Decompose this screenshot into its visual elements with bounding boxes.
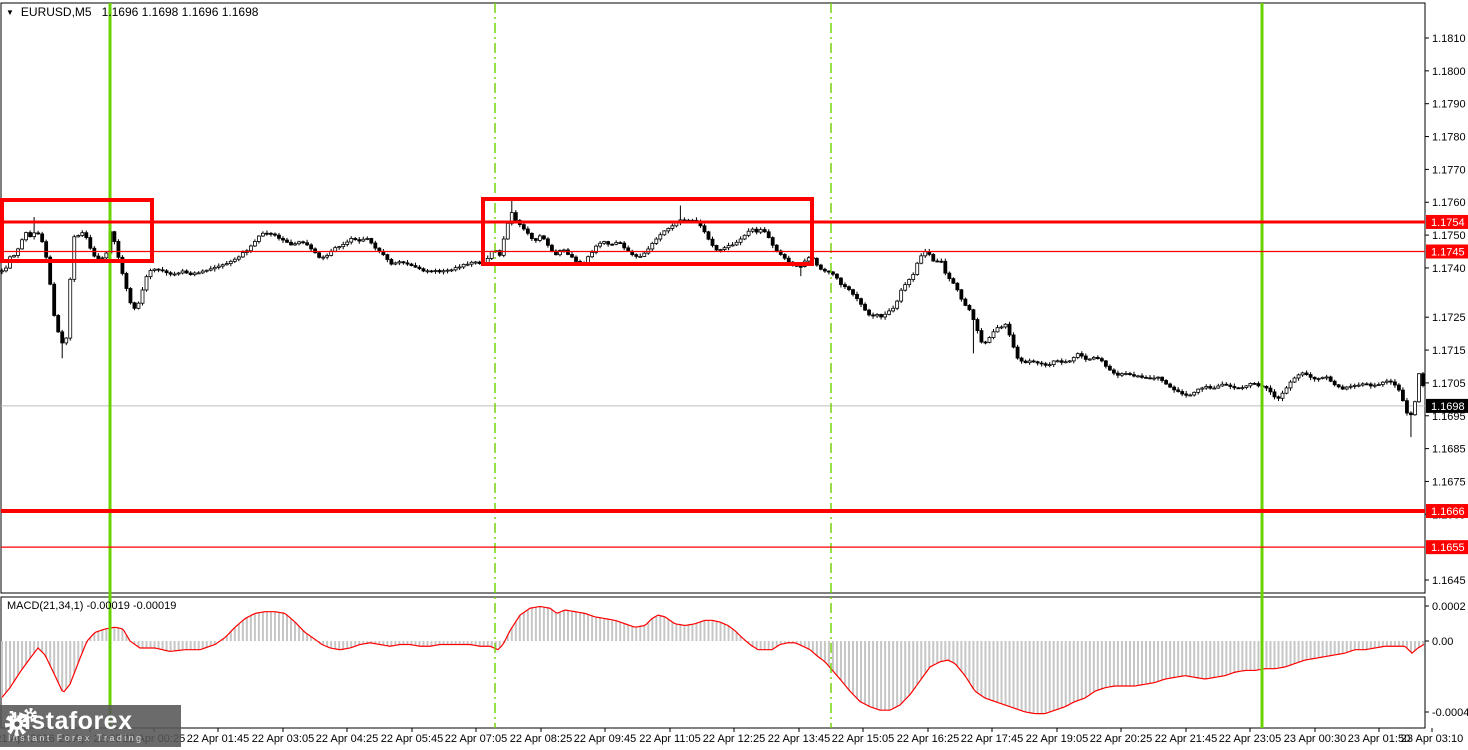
highlight-rectangle[interactable]	[481, 197, 814, 266]
price-axis-label: 1.1685	[1432, 444, 1466, 456]
chart-title: ▼ EURUSD,M5 1.1696 1.1698 1.1696 1.1698	[6, 5, 258, 19]
instaforex-gear-icon	[5, 708, 37, 736]
price-axis-label: 1.1645	[1432, 575, 1466, 587]
time-axis-label: 22 Apr 08:25	[510, 733, 572, 745]
time-axis-label: 22 Apr 09:45	[574, 733, 636, 745]
price-axis-label: 1.1750	[1432, 230, 1466, 242]
price-axis-label: 1.1790	[1432, 99, 1466, 111]
macd-axis-label: -0.00041	[1432, 707, 1468, 719]
current-price-badge-text: 1.1698	[1431, 401, 1465, 413]
price-axis-label: 1.1740	[1432, 263, 1466, 275]
price-axis-label: 1.1800	[1432, 66, 1466, 78]
time-axis-label: 22 Apr 15:05	[832, 733, 894, 745]
watermark-tagline: Instant Forex Trading	[8, 733, 144, 743]
macd-indicator-label: MACD(21,34,1) -0.00019 -0.00019	[7, 600, 177, 612]
price-axis-label: 1.1725	[1432, 312, 1466, 324]
time-axis-label: 22 Apr 13:45	[768, 733, 830, 745]
price-axis-label: 1.1770	[1432, 164, 1466, 176]
candlesticks[interactable]	[0, 197, 1425, 438]
consolidation-rectangles	[0, 197, 814, 266]
price-axis-label: 1.1760	[1432, 197, 1466, 209]
price-axis-label: 1.1810	[1432, 33, 1466, 45]
time-axis-label: 22 Apr 19:05	[1026, 733, 1088, 745]
time-axis-label: 22 Apr 05:45	[381, 733, 443, 745]
price-level-badge	[1426, 214, 1468, 229]
time-axis-label: 22 Apr 21:45	[1155, 733, 1217, 745]
price-axis-label: 1.1705	[1432, 378, 1466, 390]
time-axis-label: 22 Apr 17:45	[961, 733, 1023, 745]
price-axis[interactable]: 1.1810 1.1800 1.1790 1.1780 1.1770 1.1760 1.17…	[1425, 33, 1468, 587]
time-axis-label: 23 Apr 03:10	[1401, 733, 1463, 745]
macd-line	[1, 605, 1425, 715]
price-level-badge-text: 1.1655	[1431, 542, 1465, 554]
price-level-badge	[1426, 244, 1468, 259]
price-level-badge-text: 1.1754	[1431, 217, 1465, 229]
price-level-badge-text: 1.1666	[1431, 506, 1465, 518]
macd-histogram	[1, 606, 1424, 714]
time-axis-label: 22 Apr 04:25	[316, 733, 378, 745]
macd-axis-label: 0.00	[1432, 636, 1453, 648]
price-axis-label: 1.1780	[1432, 132, 1466, 144]
symbol-timeframe-label: EURUSD,M5	[20, 5, 92, 19]
price-level-badge	[1426, 504, 1468, 519]
macd-axis[interactable]: 0.0002 0.00 -0.00041	[1425, 601, 1468, 719]
price-level-badge	[1426, 540, 1468, 555]
time-axis-label: 22 Apr 07:05	[445, 733, 507, 745]
price-axis-label: 1.1695	[1432, 411, 1466, 423]
time-axis-label: 23 Apr 01:50	[1348, 733, 1410, 745]
ohlc-values: 1.1696 1.1698 1.1696 1.1698	[101, 5, 259, 19]
price-axis-label: 1.1675	[1432, 476, 1466, 488]
vertical-green-lines	[108, 3, 1264, 728]
dropdown-triangle-icon: ▼	[6, 7, 14, 17]
support-resistance-lines	[1, 220, 1425, 548]
macd-axis-label: 0.0002	[1432, 601, 1466, 613]
time-axis-label: 22 Apr 20:25	[1090, 733, 1152, 745]
price-level-badge-text: 1.1745	[1431, 247, 1465, 259]
time-axis-label: 22 Apr 23:05	[1219, 733, 1281, 745]
time-axis-label: 23 Apr 00:30	[1284, 733, 1346, 745]
time-axis-label: 22 Apr 12:25	[703, 733, 765, 745]
current-price-badge	[1426, 398, 1468, 413]
instaforex-watermark: instaforex Instant Forex Trading	[0, 705, 181, 747]
price-axis-label: 1.1715	[1432, 345, 1466, 357]
pane-borders	[0, 2, 1426, 729]
time-axis-label: 22 Apr 03:05	[252, 733, 314, 745]
time-axis-label: 22 Apr 16:25	[897, 733, 959, 745]
time-axis-label: 22 Apr 01:45	[187, 733, 249, 745]
highlight-rectangle[interactable]	[0, 198, 154, 263]
time-axis-label: 22 Apr 11:05	[639, 733, 701, 745]
